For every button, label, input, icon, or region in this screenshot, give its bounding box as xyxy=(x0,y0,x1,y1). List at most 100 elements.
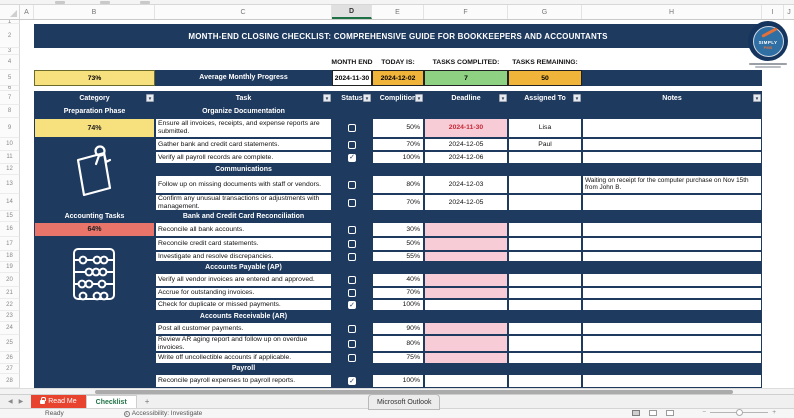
deadline-cell[interactable]: 2024-12-06 xyxy=(424,151,508,164)
cell-navy[interactable] xyxy=(582,262,762,273)
cell-navy[interactable] xyxy=(34,374,155,388)
cell-blank[interactable] xyxy=(20,138,34,151)
filter-dropdown-icon[interactable]: ▼ xyxy=(753,94,761,102)
checkbox-unchecked[interactable] xyxy=(348,198,356,207)
notes-cell[interactable] xyxy=(582,222,762,237)
completion-cell[interactable]: 30% xyxy=(372,222,424,237)
cell-navy[interactable] xyxy=(508,105,582,118)
checkbox-unchecked[interactable] xyxy=(348,225,356,234)
row-number[interactable]: 21 xyxy=(0,287,20,299)
cell-navy[interactable] xyxy=(34,151,155,164)
row-number[interactable]: 26 xyxy=(0,352,20,364)
notes-cell[interactable] xyxy=(582,151,762,164)
col-header-b[interactable]: B xyxy=(34,5,155,19)
header-status[interactable]: Status ▼ xyxy=(332,91,372,105)
assigned-cell[interactable] xyxy=(508,335,582,352)
section-title[interactable]: Accounts Receivable (AR) xyxy=(155,311,332,322)
checkbox-unchecked[interactable] xyxy=(348,140,356,149)
deadline-cell-empty[interactable] xyxy=(424,287,508,299)
row-number[interactable]: 20 xyxy=(0,273,20,287)
page-layout-view-icon[interactable] xyxy=(649,410,657,416)
add-sheet-button[interactable]: + xyxy=(144,397,150,406)
month-end-label[interactable]: MONTH END xyxy=(331,59,373,66)
notes-cell[interactable] xyxy=(582,299,762,311)
page-break-view-icon[interactable] xyxy=(666,410,674,416)
cell-navy[interactable] xyxy=(34,287,155,299)
cell-navy[interactable] xyxy=(372,105,424,118)
cell-blank[interactable] xyxy=(20,287,34,299)
filter-dropdown-icon[interactable]: ▼ xyxy=(363,94,371,102)
notes-cell[interactable] xyxy=(582,251,762,262)
deadline-cell[interactable] xyxy=(424,374,508,388)
assigned-cell[interactable] xyxy=(508,194,582,211)
assigned-cell[interactable] xyxy=(508,352,582,364)
col-header-g[interactable]: G xyxy=(508,5,582,19)
checkbox-checked[interactable]: ✓ xyxy=(348,377,356,385)
row-number[interactable]: 16 xyxy=(0,222,20,237)
col-header-h[interactable]: H xyxy=(582,5,762,19)
cell-blank[interactable] xyxy=(20,322,34,335)
completion-cell[interactable]: 70% xyxy=(372,194,424,211)
filter-dropdown-icon[interactable]: ▼ xyxy=(146,94,154,102)
cell-blank[interactable] xyxy=(20,164,34,175)
assigned-cell[interactable] xyxy=(508,299,582,311)
checkbox-unchecked[interactable] xyxy=(348,324,356,333)
cell-blank[interactable] xyxy=(20,364,34,374)
cell-navy[interactable] xyxy=(508,211,582,222)
cell-navy[interactable] xyxy=(332,211,372,222)
task-cell[interactable]: Reconcile payroll expenses to payroll re… xyxy=(155,374,332,388)
cell-navy[interactable] xyxy=(582,311,762,322)
header-notes[interactable]: Notes ▼ xyxy=(582,91,762,105)
row-number[interactable]: 11 xyxy=(0,151,20,164)
cell-navy[interactable] xyxy=(582,164,762,175)
col-header-a[interactable]: A xyxy=(20,5,34,19)
assigned-cell[interactable] xyxy=(508,374,582,388)
cell-navy[interactable] xyxy=(34,251,155,262)
cell-blank[interactable] xyxy=(20,311,34,322)
cell-navy[interactable] xyxy=(372,211,424,222)
cell-navy[interactable] xyxy=(372,262,424,273)
cell-navy[interactable] xyxy=(34,237,155,251)
cell-navy[interactable] xyxy=(332,311,372,322)
deadline-cell-empty[interactable] xyxy=(424,273,508,287)
cell-navy[interactable] xyxy=(508,364,582,374)
completion-cell[interactable]: 100% xyxy=(372,299,424,311)
completion-cell[interactable]: 90% xyxy=(372,322,424,335)
category-progress[interactable]: 64% xyxy=(34,222,155,237)
cell-navy[interactable] xyxy=(372,311,424,322)
cell-navy[interactable] xyxy=(34,311,155,322)
notes-cell[interactable] xyxy=(582,194,762,211)
zoom-slider[interactable] xyxy=(710,409,769,416)
cell-navy[interactable] xyxy=(582,70,762,86)
cell-navy[interactable] xyxy=(34,364,155,374)
cell-navy[interactable] xyxy=(582,211,762,222)
today-date[interactable]: 2024-12-02 xyxy=(372,70,424,86)
tab-checklist[interactable]: Checklist xyxy=(85,395,137,408)
tasks-remaining-label[interactable]: TASKS REMAINING: xyxy=(512,59,578,66)
normal-view-icon[interactable] xyxy=(632,410,640,416)
row-number[interactable]: 4 xyxy=(0,55,20,70)
checkbox-unchecked[interactable] xyxy=(348,180,356,189)
notes-cell[interactable] xyxy=(582,237,762,251)
row-number[interactable]: 24 xyxy=(0,322,20,335)
deadline-cell-empty[interactable] xyxy=(424,352,508,364)
col-header-j[interactable]: J xyxy=(787,8,791,16)
filter-dropdown-icon[interactable]: ▼ xyxy=(573,94,581,102)
deadline-cell[interactable]: 2024-12-05 xyxy=(424,194,508,211)
task-cell[interactable]: Post all customer payments. xyxy=(155,322,332,335)
row-number[interactable]: 22 xyxy=(0,299,20,311)
assigned-cell[interactable] xyxy=(508,151,582,164)
cell-blank[interactable] xyxy=(20,211,34,222)
header-task[interactable]: Task ▼ xyxy=(155,91,332,105)
row-number[interactable]: 15 xyxy=(0,211,20,222)
cell-blank[interactable] xyxy=(20,352,34,364)
notes-cell[interactable] xyxy=(582,287,762,299)
assigned-cell[interactable] xyxy=(508,237,582,251)
tab-read-me[interactable]: Read Me xyxy=(31,395,86,408)
completion-cell[interactable]: 70% xyxy=(372,138,424,151)
cell-navy[interactable] xyxy=(332,164,372,175)
cell-navy[interactable] xyxy=(424,211,508,222)
deadline-cell[interactable] xyxy=(424,299,508,311)
cell-navy[interactable] xyxy=(34,164,155,175)
notes-cell[interactable] xyxy=(582,374,762,388)
